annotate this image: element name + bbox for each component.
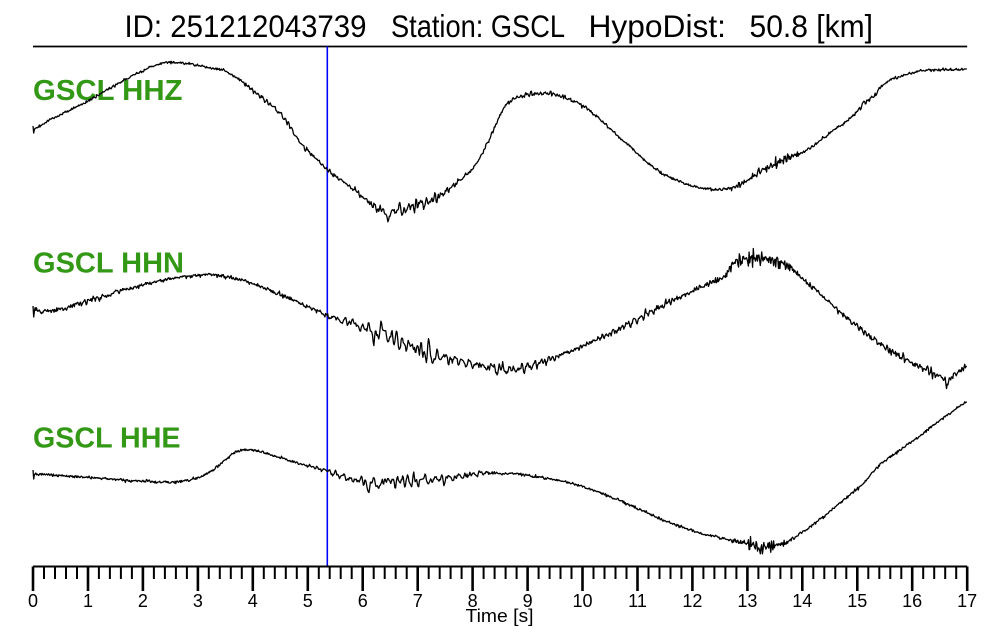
svg-text:GSCL HHN: GSCL HHN xyxy=(33,248,184,280)
svg-text:HypoDist:: HypoDist: xyxy=(589,8,727,44)
svg-text:ID: 251212043739: ID: 251212043739 xyxy=(125,8,367,44)
svg-text:7: 7 xyxy=(413,591,423,611)
svg-text:9: 9 xyxy=(523,591,533,611)
svg-text:50.8 [km]: 50.8 [km] xyxy=(750,8,874,44)
svg-text:6: 6 xyxy=(358,591,368,611)
svg-text:1: 1 xyxy=(83,591,93,611)
svg-text:5: 5 xyxy=(303,591,313,611)
svg-text:15: 15 xyxy=(847,591,867,611)
svg-text:13: 13 xyxy=(737,591,757,611)
svg-text:GSCL HHE: GSCL HHE xyxy=(33,423,181,455)
svg-text:Station: GSCL: Station: GSCL xyxy=(391,8,565,44)
svg-text:16: 16 xyxy=(902,591,922,611)
svg-text:10: 10 xyxy=(572,591,592,611)
svg-text:3: 3 xyxy=(193,591,203,611)
svg-text:Time [s]: Time [s] xyxy=(466,606,534,626)
svg-text:2: 2 xyxy=(138,591,148,611)
svg-text:14: 14 xyxy=(792,591,812,611)
svg-text:17: 17 xyxy=(957,591,977,611)
svg-text:4: 4 xyxy=(248,591,258,611)
svg-text:GSCL HHZ: GSCL HHZ xyxy=(33,75,183,107)
svg-text:12: 12 xyxy=(682,591,702,611)
svg-text:0: 0 xyxy=(28,591,38,611)
svg-text:11: 11 xyxy=(628,591,647,611)
svg-text:8: 8 xyxy=(468,591,478,611)
